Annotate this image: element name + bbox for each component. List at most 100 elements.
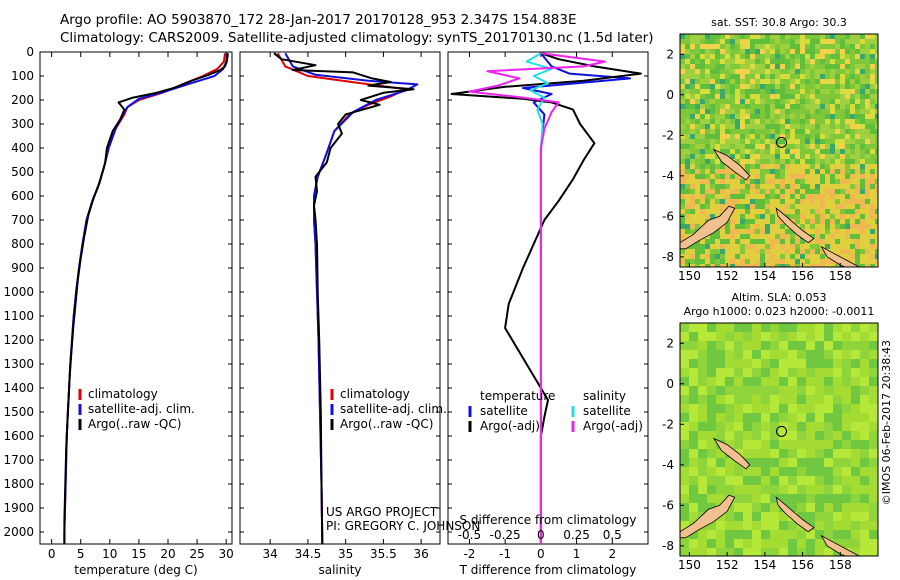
map-cell [785,164,790,169]
map-cell [860,144,865,149]
map-cell [830,189,835,194]
map-cell [740,149,745,154]
map-cell [805,89,810,94]
map-cell [730,184,735,189]
map-cell [765,59,770,64]
map-cell [869,476,878,485]
map-cell [820,104,825,109]
map-cell [770,44,775,49]
map-cell [745,254,750,259]
map-cell [825,149,830,154]
map-cell [830,224,835,229]
map-cell [760,44,765,49]
map-cell [780,129,785,134]
map-cell [788,539,797,548]
map-cell [700,219,705,224]
map-cell [875,124,878,129]
map-cell [685,249,690,254]
map-cell [689,413,698,422]
map-cell [750,214,755,219]
map-cell [770,476,779,485]
map-cell [850,174,855,179]
map-cell [795,154,800,159]
map-cell [720,74,725,79]
map-cell [752,386,761,395]
map-cell [800,129,805,134]
x-tick-label: 1 [573,547,581,561]
map-cell [680,54,685,59]
map-cell [700,174,705,179]
map-cell [710,264,715,267]
map-cell [734,422,743,431]
map-cell [815,54,820,59]
map-cell [690,229,695,234]
map-cell [680,179,685,184]
map-cell [750,34,755,39]
map-cell [705,109,710,114]
map-cell [806,359,815,368]
map-cell [820,244,825,249]
map-cell [695,224,700,229]
map-cell [707,377,716,386]
map-cell [695,214,700,219]
map-cell [840,129,845,134]
map-cell [850,59,855,64]
map-cell [755,104,760,109]
map-cell [745,164,750,169]
map-cell [690,189,695,194]
map-cell [775,264,780,267]
map-cell [850,69,855,74]
map-cell [824,404,833,413]
map-cell [725,530,734,539]
map-cell [745,114,750,119]
map-cell [825,159,830,164]
map-cell [805,204,810,209]
map-cell [680,129,685,134]
map-cell [725,323,734,332]
map-cell [700,139,705,144]
map-cell [845,254,850,259]
map-cell [695,164,700,169]
map-cell [797,386,806,395]
map-cell [800,259,805,264]
map-cell [715,244,720,249]
map-cell [740,219,745,224]
map-cell [820,119,825,124]
map-cell [707,521,716,530]
map-cell [680,184,685,189]
map-cell [870,64,875,69]
map-cell [824,332,833,341]
map-cell [755,194,760,199]
map-cell [707,323,716,332]
map-cell [700,189,705,194]
map-cell [860,209,865,214]
map-cell [700,244,705,249]
map-cell [860,386,869,395]
map-cell [795,199,800,204]
map-cell [855,99,860,104]
map-cell [850,134,855,139]
map-cell [800,104,805,109]
map-cell [865,219,870,224]
map-cell [840,194,845,199]
map-y-tick-label: -6 [662,498,674,512]
map-cell [830,54,835,59]
map-cell [795,194,800,199]
map-cell [752,449,761,458]
map-cell [755,74,760,79]
map-cell [750,64,755,69]
map-x-tick-label: 152 [716,269,739,283]
map-cell [810,69,815,74]
map-cell [745,79,750,84]
map-cell [715,59,720,64]
map-cell [695,109,700,114]
x-tick-label: 2 [608,547,616,561]
map-cell [865,109,870,114]
map-cell [685,229,690,234]
map-cell [760,139,765,144]
map-cell [735,99,740,104]
map-cell [725,254,730,259]
map-cell [775,159,780,164]
map-cell [855,79,860,84]
map-cell [870,94,875,99]
